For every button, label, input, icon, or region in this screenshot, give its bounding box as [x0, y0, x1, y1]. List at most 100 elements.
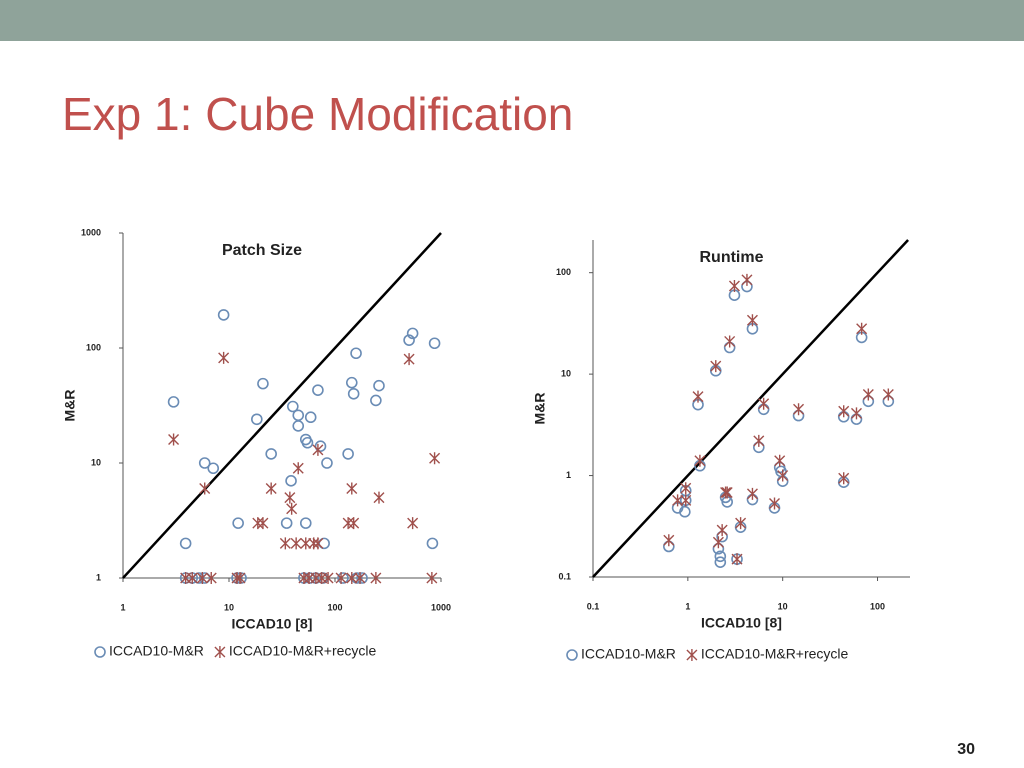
reference-line — [592, 239, 909, 578]
page-number: 30 — [957, 741, 975, 758]
point — [566, 649, 578, 661]
point — [672, 494, 684, 507]
x-tick-label: 100 — [327, 602, 342, 612]
point — [312, 384, 324, 396]
point — [714, 556, 727, 568]
point — [193, 572, 205, 584]
point — [735, 517, 747, 530]
point — [199, 482, 211, 495]
point — [251, 413, 263, 426]
point — [403, 334, 415, 346]
point — [741, 273, 753, 286]
point — [347, 387, 360, 400]
point — [769, 497, 781, 510]
point — [680, 494, 692, 507]
point — [862, 388, 874, 401]
x-tick-label: 1000 — [431, 602, 451, 612]
point — [679, 505, 691, 518]
point — [335, 572, 347, 584]
point — [346, 482, 358, 495]
point — [350, 347, 362, 360]
point — [167, 396, 180, 408]
point — [850, 407, 862, 420]
point — [322, 572, 334, 584]
point — [403, 353, 415, 366]
y-tick-label: 0.1 — [558, 571, 571, 581]
point — [777, 469, 789, 482]
point — [720, 486, 732, 499]
point — [290, 537, 302, 550]
legend-entry: ICCAD10-M&R — [566, 646, 676, 662]
x-tick-label: 0.1 — [587, 601, 600, 611]
chart-title: Patch Size — [222, 242, 302, 259]
point — [428, 337, 441, 350]
point — [300, 537, 312, 550]
point — [299, 517, 312, 529]
point — [342, 448, 354, 460]
y-tick-label: 10 — [91, 457, 101, 467]
point — [663, 534, 675, 547]
point — [342, 517, 354, 530]
header-bar — [0, 0, 1024, 41]
point — [692, 390, 704, 403]
point — [214, 646, 226, 658]
slide-title: Exp 1: Cube Modification — [62, 88, 573, 140]
legend-label: ICCAD10-M&R+recycle — [229, 643, 377, 659]
point — [345, 376, 358, 389]
x-tick-label: 10 — [224, 602, 234, 612]
point — [710, 360, 722, 373]
point — [731, 553, 743, 566]
y-tick-label: 1 — [566, 470, 571, 480]
y-tick-label: 100 — [556, 267, 571, 277]
point — [265, 482, 277, 495]
legend-entry: ICCAD10-M&R+recycle — [686, 646, 849, 662]
point — [196, 572, 208, 584]
x-tick-label: 100 — [870, 601, 885, 611]
point — [232, 517, 244, 529]
x-tick-label: 1 — [120, 602, 125, 612]
point — [406, 327, 419, 340]
point — [373, 379, 385, 392]
point — [774, 454, 786, 467]
x-axis-label: ICCAD10 [8] — [701, 615, 782, 631]
point — [429, 452, 441, 465]
point — [856, 322, 868, 335]
point — [370, 572, 382, 584]
point — [354, 572, 366, 584]
legend-label: ICCAD10-M&R — [581, 646, 676, 662]
point — [753, 434, 765, 447]
point — [198, 572, 211, 584]
point — [728, 279, 740, 292]
point — [838, 472, 850, 485]
point — [265, 448, 277, 460]
point — [838, 405, 850, 418]
point — [186, 572, 198, 584]
point — [257, 517, 269, 530]
point — [426, 572, 438, 584]
point — [716, 524, 728, 537]
point — [370, 394, 382, 407]
point — [284, 491, 296, 504]
point — [314, 440, 327, 452]
point — [721, 486, 733, 499]
y-axis-label: M&R — [532, 393, 548, 425]
legend-entry: ICCAD10-M&R — [94, 643, 204, 659]
point — [287, 400, 299, 413]
point — [714, 550, 727, 563]
point — [356, 572, 368, 584]
point — [207, 462, 220, 475]
point — [285, 475, 297, 487]
legend-label: ICCAD10-M&R+recycle — [701, 646, 849, 662]
x-tick-label: 10 — [778, 601, 788, 611]
point — [337, 572, 349, 584]
point — [292, 409, 305, 422]
y-tick-label: 1 — [96, 572, 101, 582]
point — [312, 443, 324, 456]
point — [280, 517, 293, 529]
point — [373, 491, 385, 504]
point — [346, 572, 358, 584]
reference-line — [122, 232, 442, 579]
point — [234, 572, 246, 584]
point — [257, 377, 269, 390]
